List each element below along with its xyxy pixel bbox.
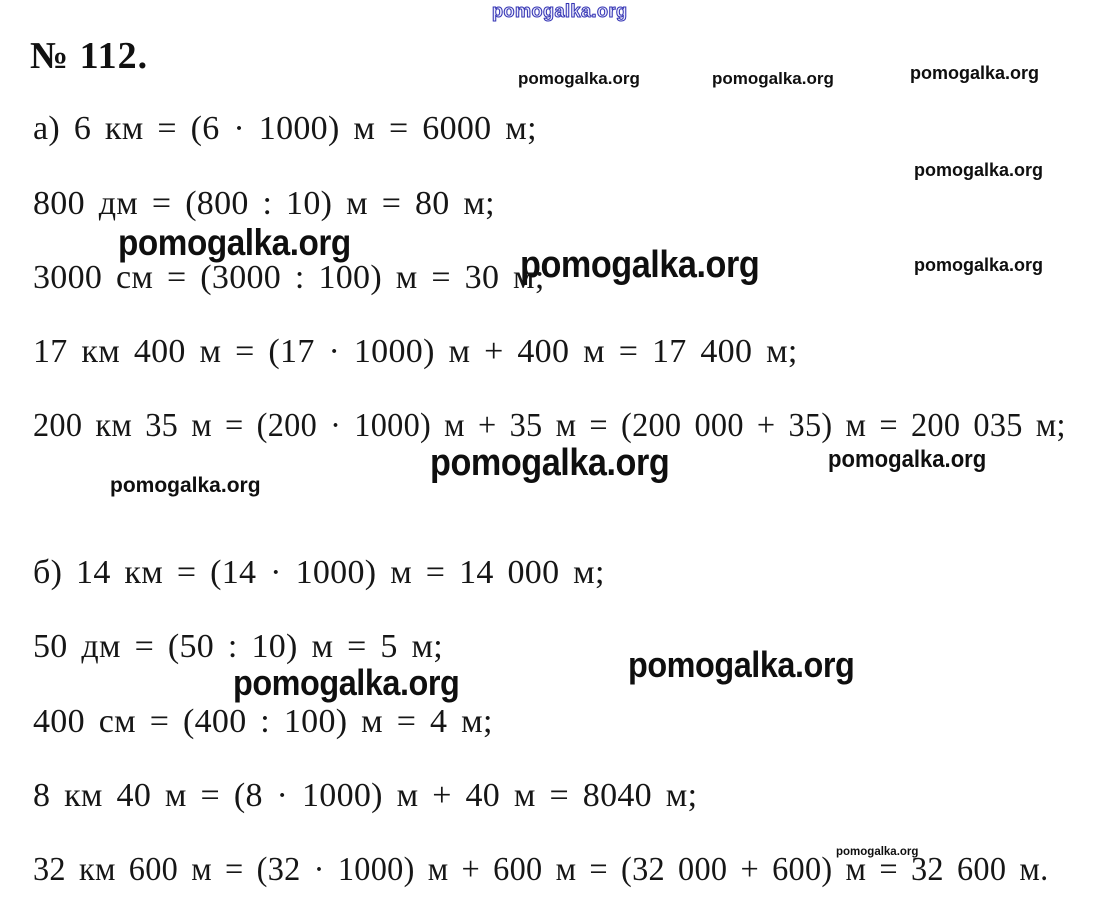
solution-line-b-1: б) 14 км = (14 · 1000) м = 14 000 м; <box>33 554 605 591</box>
watermark-small-4: pomogalka.org <box>914 160 1044 180</box>
watermark-large-5: pomogalka.org <box>233 662 460 703</box>
solution-line-b-5: 32 км 600 м = (32 · 1000) м + 600 м = (3… <box>33 851 1049 888</box>
solution-line-b-2: 50 дм = (50 : 10) м = 5 м; <box>33 628 444 665</box>
solution-line-a-3: 3000 см = (3000 : 100) м = 30 м; <box>33 259 545 296</box>
watermark-tiny-1: pomogalka.org <box>836 846 919 858</box>
watermark-small-2: pomogalka.org <box>712 69 834 88</box>
solution-line-a-1: а) 6 км = (6 · 1000) м = 6000 м; <box>33 110 537 147</box>
problem-number-heading: № 112. <box>30 35 149 77</box>
solution-line-a-5: 200 км 35 м = (200 · 1000) м + 35 м = (2… <box>33 407 1066 444</box>
watermark-top-blue: pomogalka.org <box>492 1 628 22</box>
solution-line-b-4: 8 км 40 м = (8 · 1000) м + 40 м = 8040 м… <box>33 777 698 814</box>
watermark-large-3: pomogalka.org <box>430 442 670 484</box>
watermark-small-3: pomogalka.org <box>910 63 1040 83</box>
solution-line-a-4: 17 км 400 м = (17 · 1000) м + 400 м = 17… <box>33 333 798 370</box>
watermark-large-2: pomogalka.org <box>520 244 760 286</box>
watermark-medium-1: pomogalka.org <box>828 446 987 473</box>
solution-line-b-3: 400 см = (400 : 100) м = 4 м; <box>33 703 493 740</box>
watermark-large-4: pomogalka.org <box>628 644 855 685</box>
solution-line-a-2: 800 дм = (800 : 10) м = 80 м; <box>33 185 495 222</box>
watermark-small-5: pomogalka.org <box>914 255 1044 275</box>
watermark-small-6: pomogalka.org <box>110 474 261 497</box>
watermark-large-1: pomogalka.org <box>118 222 351 263</box>
watermark-small-1: pomogalka.org <box>518 69 640 88</box>
